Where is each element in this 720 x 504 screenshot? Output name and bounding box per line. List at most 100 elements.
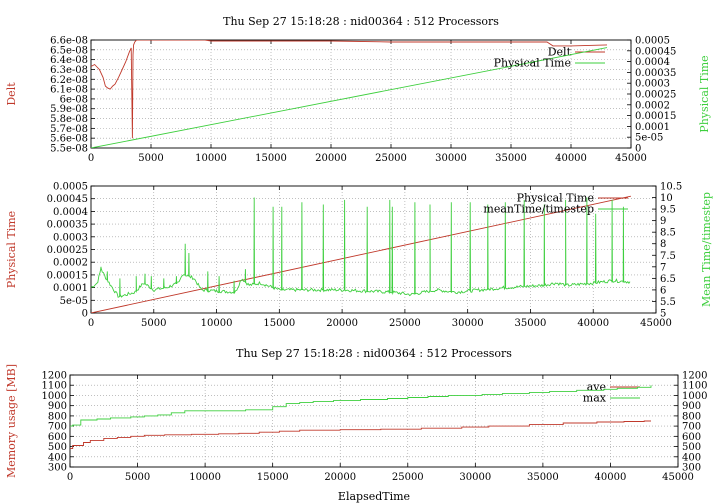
y-tick-label: 6.6e-08 <box>50 36 88 47</box>
y-tick-label: 0.0003 <box>53 232 88 243</box>
y-tick-label: 0.00035 <box>47 220 88 231</box>
y2-tick-label: 900 <box>682 401 701 412</box>
y-tick-label: 900 <box>48 401 67 412</box>
chart-panel-3: 0 5000 10000 15000 20000 25000 30000 35000 40000… <box>5 347 707 503</box>
y2-tick-label: 0.0002 <box>635 100 670 111</box>
y2-axis-label: Physical Time <box>698 55 711 132</box>
x-tick-label: 0 <box>67 472 73 483</box>
series-line-ave <box>70 420 651 450</box>
x-axis-label: ElapsedTime <box>338 490 410 503</box>
y2-tick-label: 0 <box>635 144 641 155</box>
y-tick-label: 500 <box>48 442 67 453</box>
y-tick-label: 6.1e-08 <box>50 85 88 96</box>
y2-tick-label: 800 <box>682 411 701 422</box>
series-line-physical-time <box>91 47 608 148</box>
x-tick-label: 15000 <box>257 472 289 483</box>
y-tick-label: 0.0004 <box>53 207 88 218</box>
legend-label: meanTime/timestep <box>483 203 594 216</box>
legend-label: Physical Time <box>517 192 594 205</box>
plot-frame <box>90 185 657 314</box>
y-tick-label: 5.8e-08 <box>50 114 88 125</box>
x-tick-label: 40000 <box>595 472 627 483</box>
y-tick-label: 0 <box>82 309 88 320</box>
y-tick-label: 800 <box>48 411 67 422</box>
y2-tick-label: 0.0001 <box>635 122 670 133</box>
y2-axis-label: Mean Time/timestep <box>700 192 713 307</box>
x-tick-label: 5000 <box>138 153 163 164</box>
x-tick-label: 35000 <box>495 153 527 164</box>
x-tick-label: 0 <box>88 318 94 329</box>
y-tick-label: 600 <box>48 432 67 443</box>
y-tick-label: 0.00025 <box>47 245 88 256</box>
y2-tick-label: 0.0005 <box>635 36 670 47</box>
y2-tick-label: 10 <box>660 193 673 204</box>
y2-tick-label: 6 <box>660 285 666 296</box>
x-tick-label: 45000 <box>662 472 694 483</box>
y-tick-label: 5.7e-08 <box>50 124 88 135</box>
y-axis-label: Memory usage [MB] <box>5 364 18 478</box>
y-tick-label: 400 <box>48 452 67 463</box>
y2-tick-label: 0.0004 <box>635 57 670 68</box>
y-tick-label: 0.0001 <box>53 283 88 294</box>
y2-tick-label: 5e-05 <box>635 133 663 144</box>
y-axis-label: Physical Time <box>5 211 18 288</box>
y-tick-label: 5e-05 <box>60 296 88 307</box>
y2-tick-label: 1100 <box>682 381 707 392</box>
x-tick-label: 15000 <box>255 153 287 164</box>
y2-tick-label: 1000 <box>682 391 707 402</box>
y2-tick-label: 5 <box>660 309 666 320</box>
x-tick-label: 25000 <box>375 153 407 164</box>
y2-tick-label: 9 <box>660 216 666 227</box>
x-tick-label: 5000 <box>125 472 150 483</box>
y-tick-label: 5.6e-08 <box>50 134 88 145</box>
y2-tick-label: 600 <box>682 432 701 443</box>
y-tick-label: 5.5e-08 <box>50 144 88 155</box>
x-tick-label: 30000 <box>435 153 467 164</box>
chart-panel-1: 0 5000 10000 15000 20000 25000 30000 35000 40000… <box>5 15 711 164</box>
plot-frame <box>69 374 679 468</box>
legend-label: max <box>583 392 607 405</box>
y2-tick-label: 8.5 <box>660 228 676 239</box>
x-tick-label: 10000 <box>201 318 233 329</box>
x-tick-label: 45000 <box>640 318 672 329</box>
y2-tick-label: 6.5 <box>660 274 676 285</box>
y-tick-label: 6.2e-08 <box>50 75 88 86</box>
y-tick-label: 0.00015 <box>47 270 88 281</box>
y-tick-label: 6.4e-08 <box>50 55 88 66</box>
chart-title: Thu Sep 27 15:18:28 : nid00364 : 512 Pro… <box>223 15 499 28</box>
x-tick-label: 0 <box>88 153 94 164</box>
y-tick-label: 300 <box>48 463 67 474</box>
x-tick-label: 20000 <box>315 153 347 164</box>
x-tick-label: 15000 <box>263 318 295 329</box>
y2-tick-label: 8 <box>660 239 666 250</box>
y-tick-label: 0.0002 <box>53 258 88 269</box>
x-tick-label: 35000 <box>527 472 559 483</box>
y2-tick-label: 400 <box>682 452 701 463</box>
x-tick-label: 10000 <box>195 153 227 164</box>
x-tick-label: 40000 <box>577 318 609 329</box>
y2-tick-label: 0.00045 <box>635 46 676 57</box>
y2-tick-label: 10.5 <box>660 182 682 193</box>
y2-tick-label: 700 <box>682 422 701 433</box>
x-tick-label: 30000 <box>452 318 484 329</box>
y2-tick-label: 7 <box>660 262 666 273</box>
x-tick-label: 20000 <box>326 318 358 329</box>
series-line-delt <box>91 40 608 139</box>
chart-panel-2: 0 5000 10000 15000 20000 25000 30000 35000 40000… <box>5 182 713 330</box>
x-tick-label: 5000 <box>141 318 166 329</box>
y-tick-label: 0.00045 <box>47 194 88 205</box>
y2-tick-label: 0.00025 <box>635 90 676 101</box>
y2-tick-label: 0.00015 <box>635 111 676 122</box>
y-tick-label: 6.5e-08 <box>50 45 88 56</box>
series-line-physical-time <box>91 195 631 313</box>
x-tick-label: 25000 <box>392 472 424 483</box>
x-tick-label: 10000 <box>189 472 221 483</box>
plot-frame <box>90 39 632 149</box>
y2-tick-label: 0.00035 <box>635 68 676 79</box>
y-tick-label: 1000 <box>42 391 67 402</box>
x-tick-label: 40000 <box>555 153 587 164</box>
series-line-meantime-timestep <box>91 197 631 298</box>
legend-label: Physical Time <box>494 57 571 70</box>
x-tick-label: 20000 <box>324 472 356 483</box>
